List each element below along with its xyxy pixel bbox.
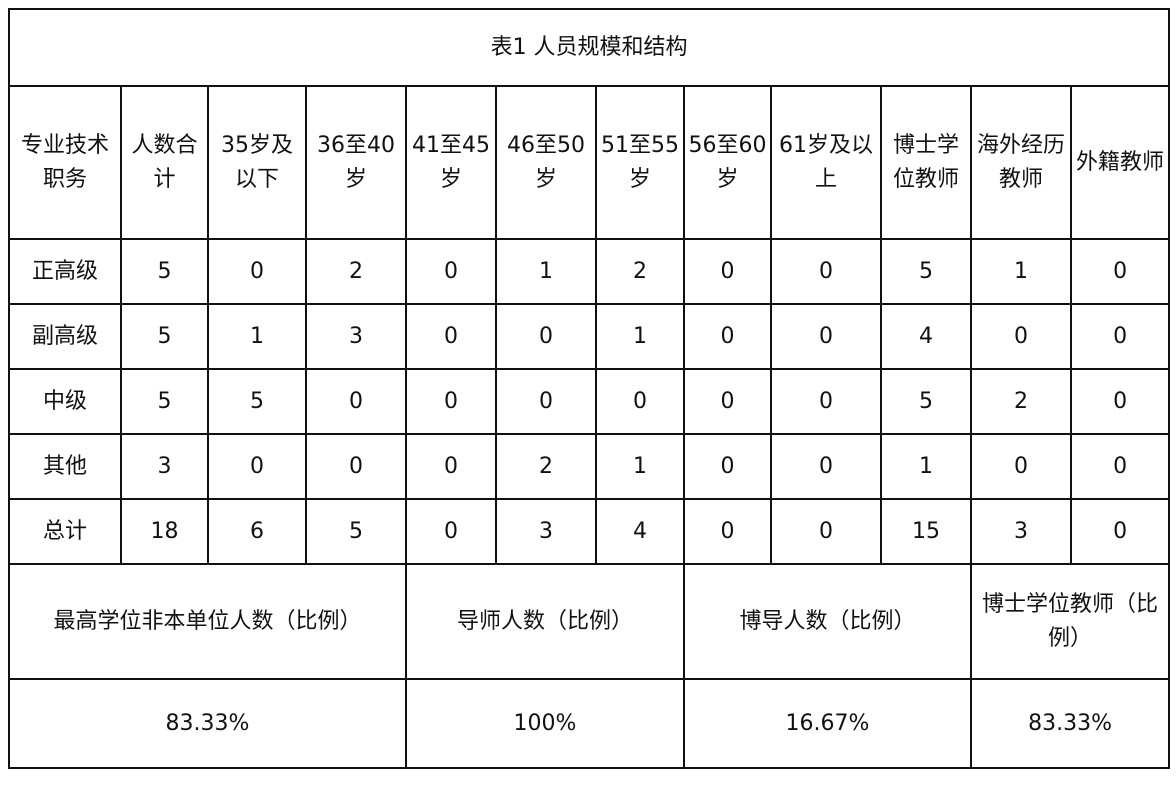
table-cell: 0 [207, 433, 307, 500]
table-cell: 3 [120, 433, 209, 500]
column-header: 56至60岁 [683, 85, 772, 240]
summary-value-row: 83.33% 100% 16.67% 83.33% [8, 678, 1171, 769]
table-cell: 1 [595, 433, 685, 500]
table-cell: 1 [207, 303, 307, 370]
table-cell: 0 [770, 433, 882, 500]
column-header: 51至55岁 [595, 85, 685, 240]
table-cell: 0 [1069, 498, 1171, 565]
summary-header: 博导人数（比例） [683, 563, 972, 680]
table-cell: 0 [683, 498, 772, 565]
table-cell: 0 [405, 498, 497, 565]
table-title: 表1 人员规模和结构 [7, 8, 1171, 87]
summary-value: 16.67% [683, 678, 972, 769]
row-label: 中级 [8, 368, 122, 435]
table-cell: 0 [405, 433, 497, 500]
table-cell: 5 [880, 238, 972, 305]
table-cell: 4 [880, 303, 972, 370]
table-cell: 0 [405, 238, 497, 305]
table-cell: 1 [495, 238, 597, 305]
table-cell: 0 [405, 368, 497, 435]
table-cell: 0 [405, 303, 497, 370]
row-label: 其他 [8, 433, 122, 500]
table-cell: 5 [120, 238, 209, 305]
table-cell: 0 [770, 303, 882, 370]
table-cell: 15 [880, 498, 972, 565]
table-cell: 1 [880, 433, 972, 500]
summary-value: 83.33% [8, 678, 407, 769]
table-cell: 0 [305, 368, 407, 435]
table-cell: 0 [495, 368, 597, 435]
table-cell: 5 [120, 368, 209, 435]
table-cell: 5 [305, 498, 407, 565]
summary-value: 83.33% [969, 678, 1171, 769]
table-cell: 2 [305, 238, 407, 305]
column-header: 博士学位教师 [880, 85, 972, 240]
row-label: 正高级 [8, 238, 122, 305]
table-cell: 5 [880, 368, 972, 435]
summary-header: 博士学位教师（比例） [969, 563, 1171, 680]
column-header: 人数合计 [120, 85, 209, 240]
column-header: 海外经历教师 [970, 85, 1072, 240]
table-cell: 3 [495, 498, 597, 565]
table-cell: 5 [120, 303, 209, 370]
row-label: 副高级 [8, 303, 122, 370]
column-header: 61岁及以上 [770, 85, 882, 240]
header-row: 专业技术职务 人数合计 35岁及以下 36至40岁 41至45岁 46至50岁 51至55岁… [8, 85, 1171, 240]
table-cell: 1 [970, 238, 1072, 305]
table-cell: 2 [495, 433, 597, 500]
table-cell: 0 [683, 433, 772, 500]
table-cell: 0 [595, 368, 685, 435]
table-row: 中级 5 5 0 0 0 0 0 0 5 2 0 [8, 368, 1171, 435]
table-cell: 0 [770, 368, 882, 435]
table-cell: 0 [207, 238, 307, 305]
column-header: 35岁及以下 [207, 85, 307, 240]
table-cell: 0 [1069, 433, 1171, 500]
table-cell: 0 [683, 368, 772, 435]
table-row: 副高级 5 1 3 0 0 1 0 0 4 0 0 [8, 303, 1171, 370]
summary-header-row: 最高学位非本单位人数（比例） 导师人数（比例） 博导人数（比例） 博士学位教师（比例） [8, 563, 1171, 680]
table-cell: 0 [495, 303, 597, 370]
column-header: 41至45岁 [405, 85, 497, 240]
table-cell: 0 [1069, 368, 1171, 435]
table-cell: 5 [207, 368, 307, 435]
summary-header: 导师人数（比例） [405, 563, 685, 680]
staff-structure-table: 表1 人员规模和结构 专业技术职务 人数合计 35岁及以下 36至40岁 41至45岁 4… [7, 8, 1171, 769]
table-cell: 4 [595, 498, 685, 565]
table-cell: 0 [305, 433, 407, 500]
column-header: 46至50岁 [495, 85, 597, 240]
table-cell: 3 [305, 303, 407, 370]
column-header: 外籍教师 [1069, 85, 1171, 240]
table-cell: 0 [683, 238, 772, 305]
table-row: 总计 18 6 5 0 3 4 0 0 15 3 0 [8, 498, 1171, 565]
column-header: 36至40岁 [305, 85, 407, 240]
table-cell: 3 [970, 498, 1072, 565]
table-row: 其他 3 0 0 0 2 1 0 0 1 0 0 [8, 433, 1171, 500]
table-cell: 0 [970, 433, 1072, 500]
table-cell: 0 [970, 303, 1072, 370]
table-cell: 0 [1069, 303, 1171, 370]
table-cell: 18 [120, 498, 209, 565]
summary-value: 100% [405, 678, 685, 769]
table-cell: 0 [1069, 238, 1171, 305]
table-cell: 0 [770, 238, 882, 305]
table-cell: 2 [970, 368, 1072, 435]
table-cell: 0 [770, 498, 882, 565]
table-cell: 6 [207, 498, 307, 565]
table-row: 正高级 5 0 2 0 1 2 0 0 5 1 0 [8, 238, 1171, 305]
table-cell: 0 [683, 303, 772, 370]
row-label: 总计 [8, 498, 122, 565]
table-cell: 1 [595, 303, 685, 370]
column-header: 专业技术职务 [8, 85, 122, 240]
table-cell: 2 [595, 238, 685, 305]
summary-header: 最高学位非本单位人数（比例） [8, 563, 407, 680]
